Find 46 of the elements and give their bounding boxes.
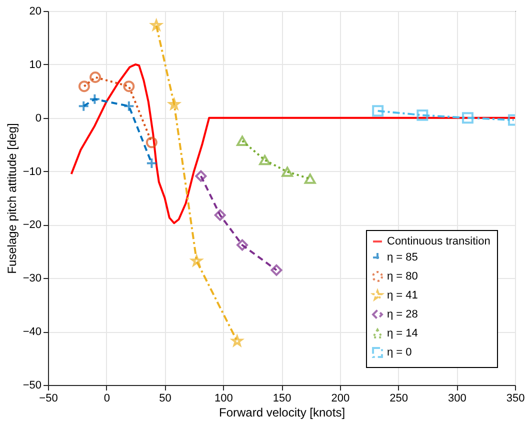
x-tick-label: 150 <box>272 392 292 404</box>
y-tick-label: 0 <box>35 112 42 124</box>
legend-label: η = 41 <box>387 290 418 302</box>
point <box>146 158 158 170</box>
y-axis-title: Fuselage pitch attitude [deg] <box>4 123 19 274</box>
point <box>90 72 102 83</box>
point <box>123 80 135 92</box>
point <box>195 170 207 182</box>
point <box>78 80 90 92</box>
point <box>282 166 294 177</box>
point <box>462 112 474 124</box>
point <box>416 109 428 121</box>
legend-label: η = 80 <box>387 270 418 282</box>
y-tick-label: 10 <box>29 58 42 71</box>
point <box>78 100 90 112</box>
point <box>270 264 282 276</box>
y-tick-label: −30 <box>22 272 42 285</box>
line-series <box>70 63 515 224</box>
x-tick-label: 250 <box>390 392 408 404</box>
x-tick-label: 0 <box>104 392 110 404</box>
legend-label: η = 0 <box>387 346 412 358</box>
legend-label: Continuous transition <box>387 236 490 248</box>
y-tick-label: −40 <box>22 326 42 338</box>
y-tick-label: −10 <box>22 166 42 178</box>
y-tick-label: −50 <box>22 380 42 392</box>
point <box>372 105 384 117</box>
point <box>236 136 248 146</box>
x-tick-label: 350 <box>506 392 525 404</box>
x-tick-label: −50 <box>39 392 58 404</box>
x-axis-title: Forward velocity [knots] <box>218 406 346 420</box>
legend-label: η = 14 <box>387 328 418 340</box>
legend-label: η = 85 <box>387 252 418 264</box>
point <box>146 136 158 148</box>
y-tick-label: −20 <box>22 219 42 232</box>
x-tick-label: 50 <box>159 392 172 404</box>
x-tick-label: 300 <box>448 392 466 404</box>
x-tick-label: 100 <box>214 392 233 404</box>
point <box>236 239 248 251</box>
point <box>123 100 135 112</box>
point <box>304 174 316 184</box>
point <box>259 154 271 166</box>
legend-label: η = 28 <box>387 308 418 320</box>
point <box>88 93 100 105</box>
point <box>214 209 226 221</box>
x-tick-label: 200 <box>331 392 350 404</box>
y-tick-label: 20 <box>29 6 42 18</box>
